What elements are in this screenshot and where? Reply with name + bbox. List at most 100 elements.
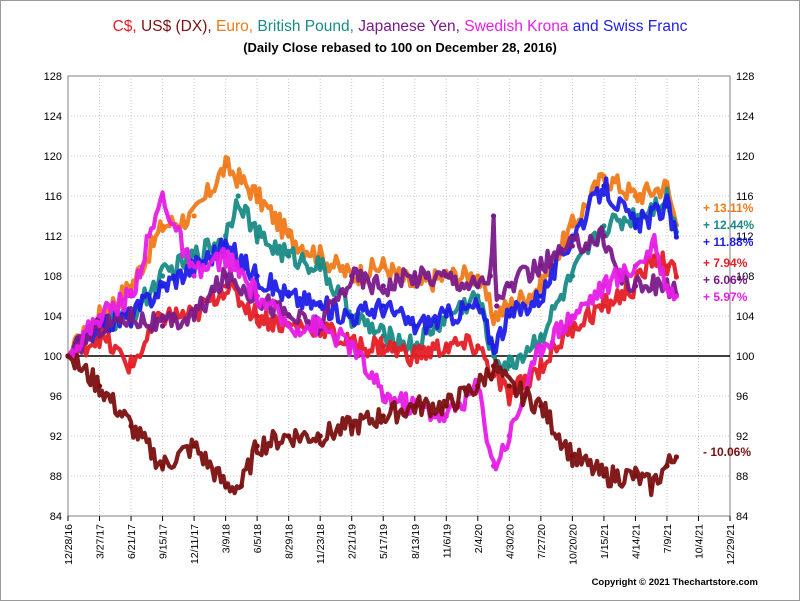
series-point [317,433,323,439]
series-point [506,393,512,399]
series-point [223,253,229,259]
x-tick-label: 9/15/17 [158,524,170,559]
series-point [254,443,260,449]
series-point [349,343,355,349]
y-tick-label-left: 108 [44,271,62,283]
series-point [538,363,544,369]
y-tick-label-left: 84 [50,511,62,523]
y-tick-label-right: 92 [736,431,748,443]
series-point [494,303,500,309]
y-tick-label-right: 96 [736,391,748,403]
series-point [286,293,292,299]
series-point [538,293,544,299]
title-part: Euro [216,18,249,35]
series-point [601,473,607,479]
x-tick-label: 8/29/18 [284,524,296,559]
series-point [569,313,575,319]
y-tick-label-left: 96 [50,391,62,403]
series-point [412,323,418,329]
series-point [235,193,241,199]
series-line-euro [65,155,679,359]
series-line-c- [65,250,679,407]
series-point [475,303,481,309]
series-point [380,393,386,399]
series-point [128,423,134,429]
y-tick-label-right: 108 [736,271,754,283]
series-point [380,263,386,269]
x-tick-label: 7/9/21 [662,524,674,553]
series-point [286,433,292,439]
y-tick-label-right: 116 [736,191,754,203]
series-point [538,263,544,269]
series-point [632,263,639,269]
series-point [223,273,229,279]
series-point [254,233,260,239]
series-point [159,223,166,229]
x-tick-label: 7/27/20 [536,524,548,559]
y-tick-label-right: 104 [736,311,754,323]
title-part: , [455,18,465,35]
y-tick-label-left: 104 [44,311,62,323]
series-point [673,293,680,299]
series-point [490,343,497,349]
title-part: Swedish Krona [464,18,569,35]
x-tick-label: 5/17/19 [378,524,390,559]
y-tick-label-left: 88 [50,471,62,483]
series-point [538,283,544,289]
series-point [487,273,494,279]
series-point [490,363,497,369]
series-point [601,303,607,309]
x-tick-label: 4/30/20 [504,524,516,559]
series-point [349,273,355,279]
series-point [538,403,544,409]
series-point [538,333,544,339]
series-point [317,303,323,309]
series-point [506,383,512,389]
series-point [506,363,512,369]
series-point [159,273,166,279]
series-point [286,233,292,239]
x-tick-label: 10/4/21 [693,524,705,559]
series-point [317,323,323,329]
series-point [490,463,497,469]
end-label: + 12.44% [703,218,754,232]
y-tick-label-right: 120 [736,151,754,163]
y-tick-label-left: 100 [44,351,62,363]
series-point [443,403,449,409]
copyright-text: Copyright © 2021 Thechartstore.com [591,577,758,588]
y-tick-label-left: 112 [44,231,62,243]
series-point [632,223,639,229]
series-point [490,213,497,219]
end-label: + 11.88% [703,235,754,249]
series-point [632,193,639,199]
series-point [286,313,292,319]
series-point [412,353,418,359]
x-tick-label: 11/23/18 [315,524,327,564]
series-point [380,303,386,309]
end-label: + 13.11% [703,201,754,215]
x-tick-label: 1/15/21 [599,524,611,559]
series-point [673,274,680,280]
y-tick-label-left: 124 [44,111,62,123]
series-line-swedish-krona [65,190,679,472]
series-point [349,313,355,319]
series-point [443,273,449,279]
series-point [651,243,657,249]
series-point [632,283,639,289]
x-tick-label: 8/13/19 [410,524,422,559]
series-point [254,293,260,299]
x-tick-label: 6/21/17 [126,524,138,559]
end-label: - 10.06% [703,445,751,459]
x-tick-label: 2/4/20 [473,524,485,553]
series-line-us-dx- [65,352,679,498]
y-tick-label-right: 100 [736,351,754,363]
end-label: + 6.06% [703,273,748,287]
series-point [286,323,292,329]
y-tick-label-right: 128 [736,71,754,83]
series-point [286,253,292,259]
series-point [254,193,260,199]
series-point [223,483,229,489]
x-tick-label: 3/27/17 [95,524,107,559]
x-tick-label: 12/29/21 [725,524,737,565]
